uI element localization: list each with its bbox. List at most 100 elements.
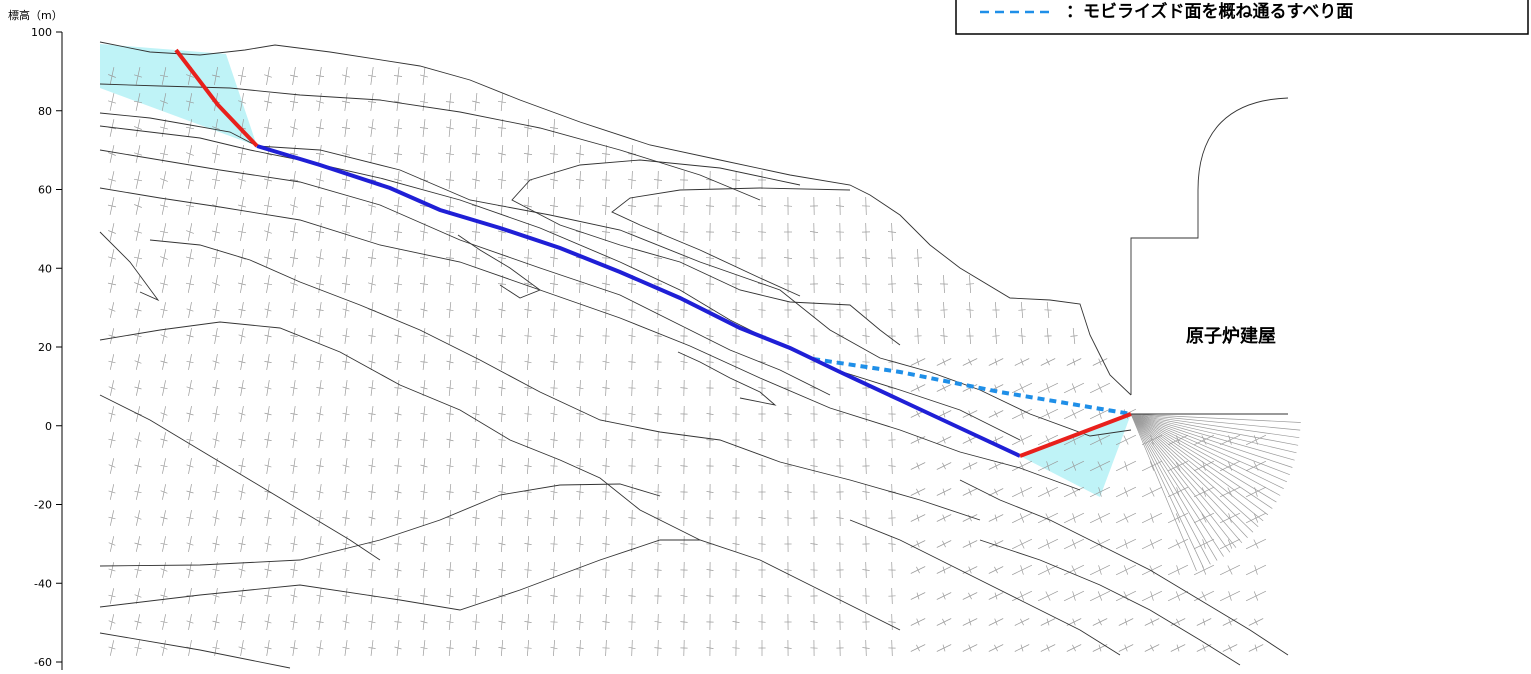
stress-mark <box>497 283 507 285</box>
toe-stress-line <box>1130 413 1300 439</box>
stress-mark <box>784 361 792 363</box>
stress-mark <box>1019 383 1025 393</box>
stress-mark <box>446 516 454 520</box>
stress-mark <box>1149 487 1155 497</box>
stress-mark <box>498 386 506 390</box>
stress-mark <box>498 361 506 363</box>
stress-mark <box>368 542 376 546</box>
stress-mark <box>186 568 194 572</box>
stress-mark <box>445 179 455 181</box>
stress-mark <box>134 542 142 546</box>
boundary-1 <box>99 83 761 201</box>
stress-mark <box>446 491 454 493</box>
stress-mark <box>341 283 351 285</box>
stress-mark <box>968 618 972 626</box>
toe-stress-line <box>1130 413 1301 431</box>
stress-mark <box>238 594 246 598</box>
stress-mark <box>134 282 142 286</box>
stress-mark <box>1176 618 1180 626</box>
stress-mark <box>419 205 429 207</box>
stress-mark <box>393 282 403 286</box>
stress-mark <box>316 543 324 545</box>
stress-mark <box>133 256 143 260</box>
stress-mark <box>316 282 324 286</box>
stress-mark <box>1228 591 1232 601</box>
stress-mark <box>134 464 142 468</box>
stress-mark <box>680 543 688 545</box>
stress-mark <box>342 646 350 650</box>
stress-mark <box>523 231 533 233</box>
stress-mark <box>368 647 376 649</box>
stress-mark <box>342 464 350 468</box>
stress-mark <box>290 594 298 598</box>
stress-mark <box>394 309 402 311</box>
stress-mark <box>706 361 714 363</box>
stress-mark <box>393 153 403 155</box>
stress-mark <box>1201 513 1207 523</box>
stress-mark <box>420 74 428 78</box>
stress-mark <box>758 543 766 545</box>
toe-stress-line <box>1130 413 1218 561</box>
stress-mark <box>628 595 636 597</box>
stress-mark <box>160 334 168 338</box>
toe-stress-line <box>1130 413 1288 483</box>
toe-stress-line <box>1130 413 1269 516</box>
stress-mark <box>107 178 117 182</box>
toe-stress-line <box>1130 413 1204 568</box>
stress-mark <box>238 438 246 442</box>
stress-mark <box>134 204 142 208</box>
stress-mark <box>290 335 298 337</box>
stress-mark <box>186 152 194 156</box>
stress-mark <box>601 204 611 208</box>
stress-mark <box>1123 513 1129 523</box>
stress-mark <box>394 646 402 650</box>
stress-mark <box>341 178 351 182</box>
stress-mark <box>1175 591 1181 601</box>
stress-mark <box>108 516 116 520</box>
stress-mark <box>264 74 272 78</box>
stress-mark <box>705 283 715 285</box>
stress-mark <box>1150 513 1154 523</box>
boundary-12 <box>99 632 291 669</box>
stress-mark <box>942 410 946 418</box>
stress-mark <box>968 410 972 418</box>
stress-mark <box>706 491 714 493</box>
stress-mark <box>628 334 636 338</box>
stress-mark <box>108 646 116 650</box>
stress-mark <box>211 256 221 260</box>
stress-mark <box>942 358 946 366</box>
stress-mark <box>342 542 350 546</box>
stress-mark <box>1098 565 1102 575</box>
stress-mark <box>472 646 480 650</box>
stress-mark <box>1175 461 1181 471</box>
stress-mark <box>341 152 351 156</box>
stress-mark <box>134 490 142 494</box>
stress-mark <box>549 231 559 233</box>
stress-mark <box>680 360 688 364</box>
y-axis-tick-label: 100 <box>31 26 52 39</box>
stress-mark <box>524 438 532 442</box>
stress-mark <box>628 646 636 650</box>
lens-2 <box>677 351 777 406</box>
stress-mark <box>160 308 168 312</box>
stress-mark <box>1018 309 1026 311</box>
stress-mark <box>1176 565 1180 575</box>
fold-outer <box>511 159 901 346</box>
stress-mark <box>1149 539 1155 549</box>
stress-mark <box>108 74 116 78</box>
stress-mark <box>1098 358 1102 366</box>
stress-mark <box>732 413 740 415</box>
stress-mark <box>784 595 792 597</box>
toe-stress-line <box>1130 413 1259 527</box>
y-axis-tick-label: -40 <box>34 577 52 590</box>
stress-mark <box>836 439 844 441</box>
stress-mark <box>264 517 272 519</box>
stress-mark <box>1202 461 1206 471</box>
stress-mark <box>1202 644 1206 652</box>
stress-mark <box>968 436 972 444</box>
stress-mark <box>394 178 402 182</box>
stress-mark <box>393 231 403 233</box>
stress-mark <box>680 438 688 442</box>
stress-mark <box>810 543 818 545</box>
stress-mark <box>862 569 870 571</box>
